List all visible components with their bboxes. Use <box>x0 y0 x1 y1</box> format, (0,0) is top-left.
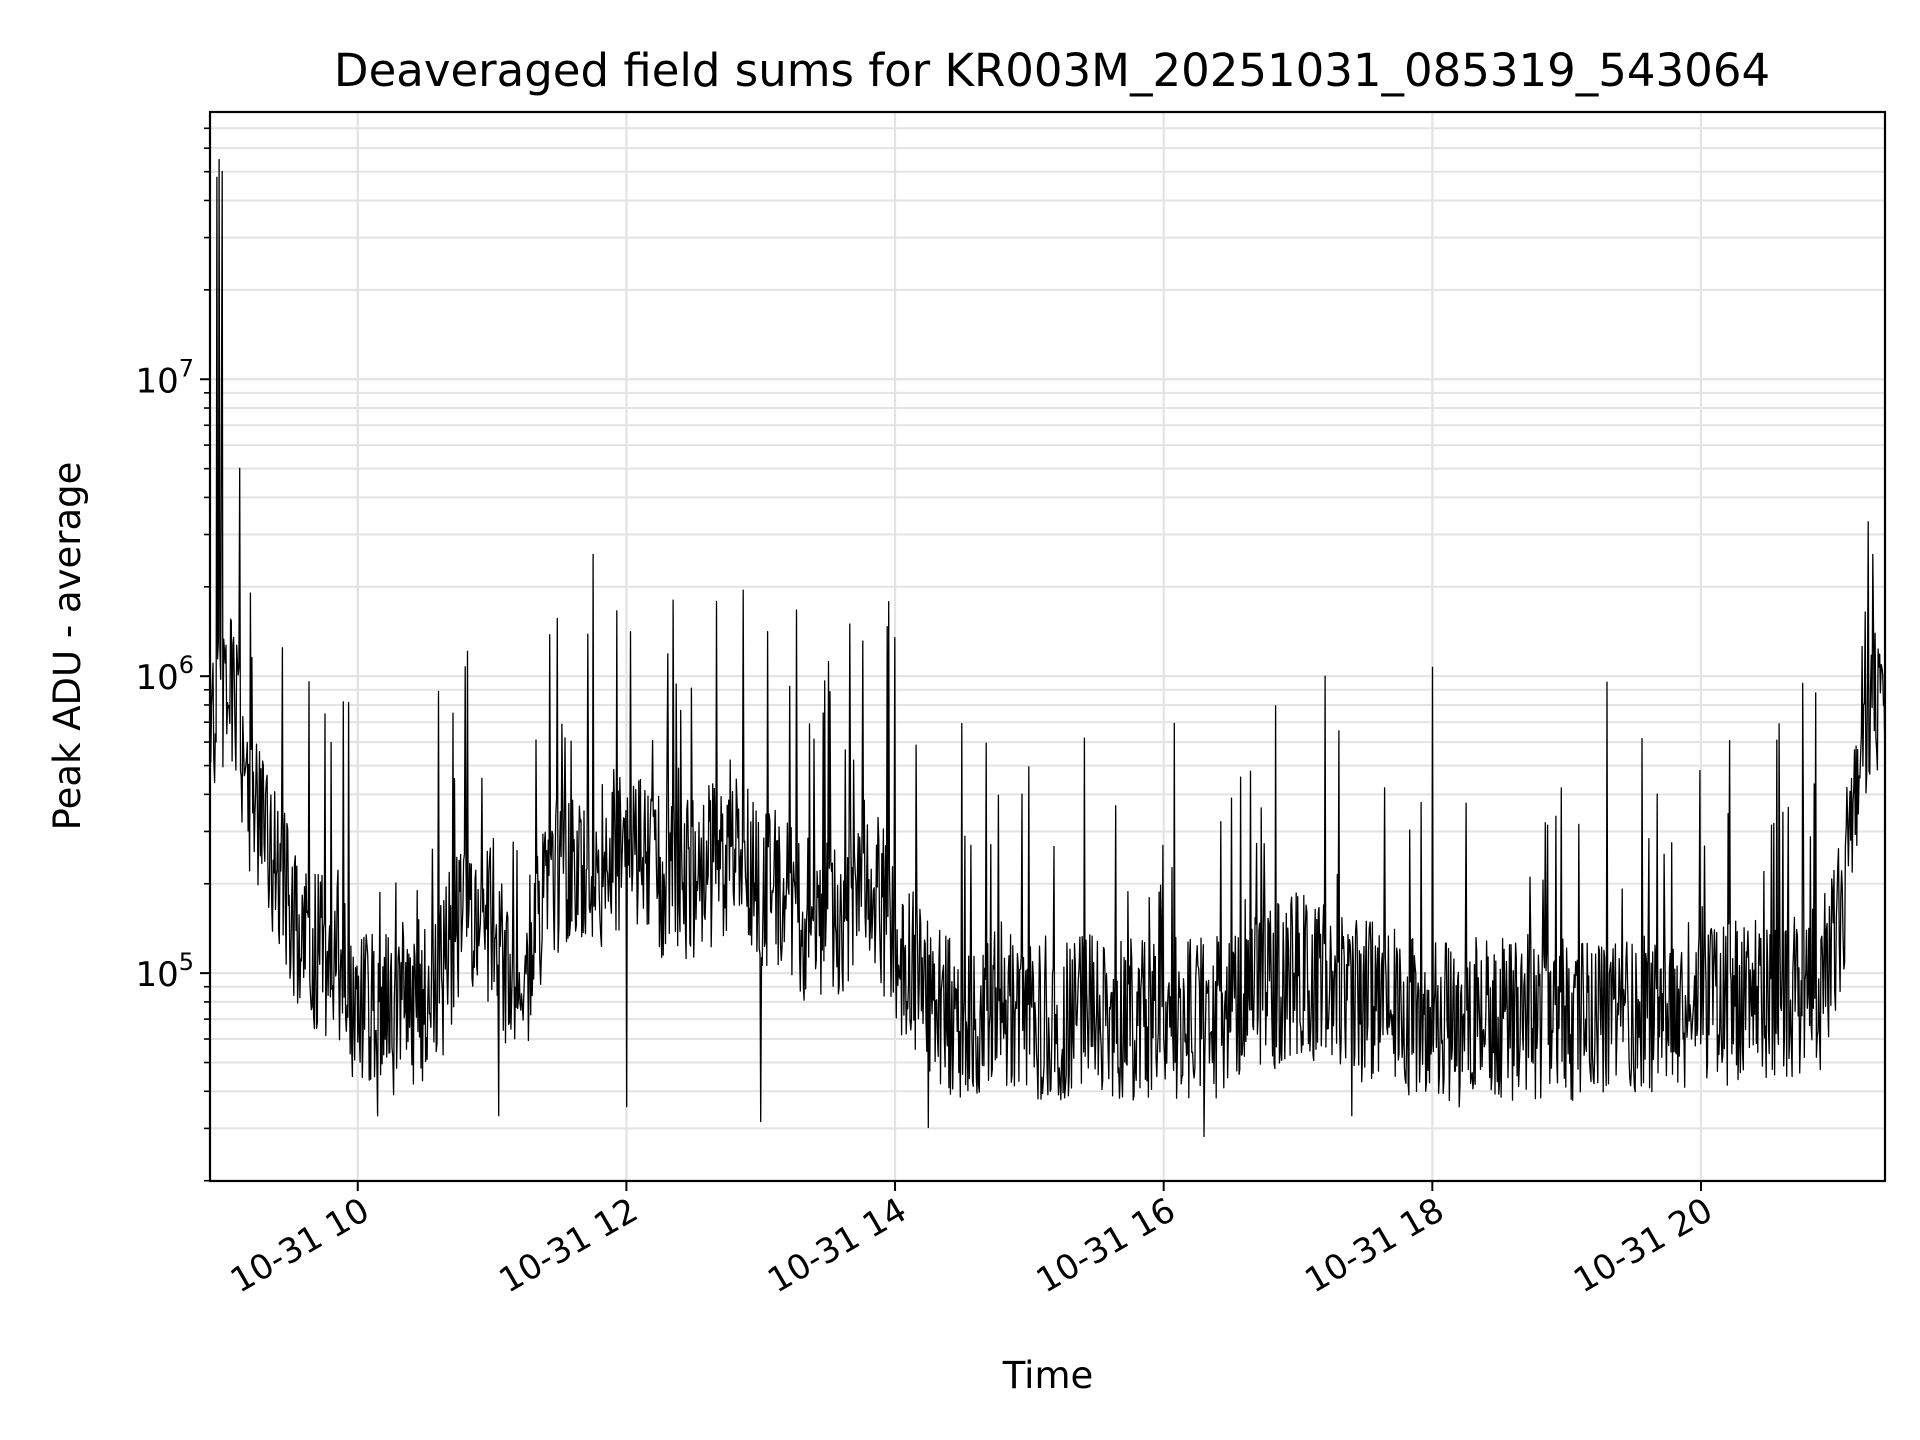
y-tick-label: 105 <box>135 948 194 995</box>
y-tick-exponent: 6 <box>179 651 194 679</box>
x-tick-label: 10-31 18 <box>1298 1190 1450 1301</box>
x-tick-label: 10-31 10 <box>224 1190 376 1301</box>
x-axis-label: Time <box>1002 1354 1094 1397</box>
y-tick-label: 107 <box>135 354 194 401</box>
y-tick-base: 10 <box>135 658 178 698</box>
x-tick-label: 10-31 12 <box>493 1190 645 1301</box>
y-axis-label: Peak ADU - average <box>46 462 89 831</box>
y-tick-exponent: 7 <box>179 354 194 382</box>
grid <box>210 112 1885 1182</box>
y-tick-exponent: 5 <box>179 948 194 976</box>
data-series-line <box>209 158 1886 1138</box>
x-axis: 10-31 10 10-31 12 10-31 14 10-31 16 10-31 18… <box>224 1181 1719 1301</box>
y-tick-base: 10 <box>135 955 178 995</box>
y-tick-base: 10 <box>135 361 178 401</box>
chart-title: Deaveraged field sums for KR003M_2025103… <box>334 44 1770 97</box>
y-tick-label: 106 <box>135 651 194 698</box>
x-tick-label: 10-31 20 <box>1567 1190 1719 1301</box>
x-tick-label: 10-31 16 <box>1030 1190 1182 1301</box>
series-layer <box>209 158 1886 1138</box>
plot-area-frame <box>208 110 1887 1183</box>
x-tick-label: 10-31 14 <box>761 1190 913 1301</box>
